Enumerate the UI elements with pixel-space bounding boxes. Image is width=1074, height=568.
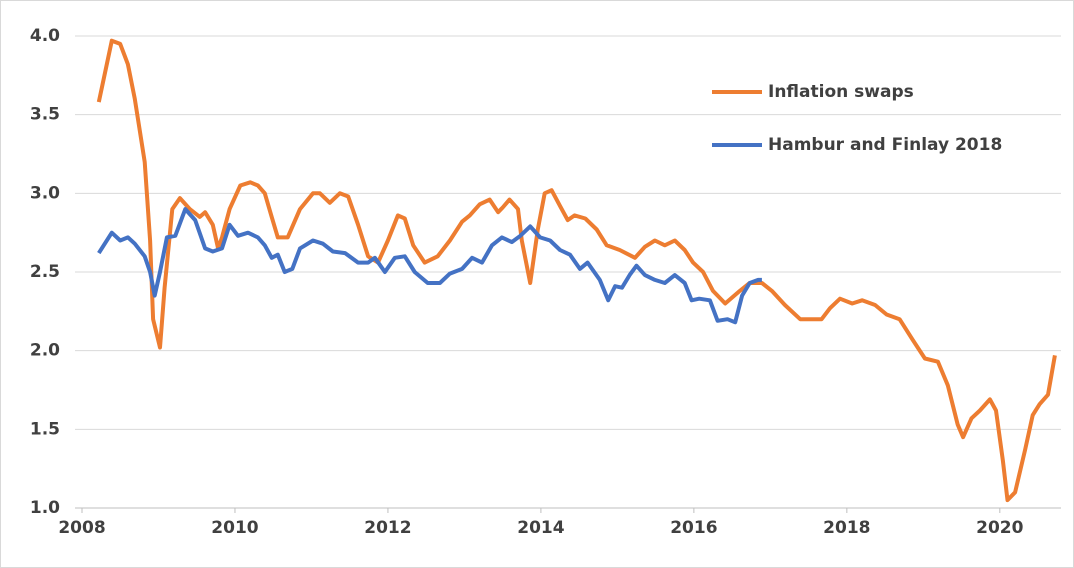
x-tick-label: 2014 bbox=[517, 518, 564, 538]
x-tick-label: 2012 bbox=[364, 518, 411, 538]
y-tick-label: 1.0 bbox=[30, 498, 60, 518]
legend-label: Inflation swaps bbox=[768, 82, 914, 102]
legend-label: Hambur and Finlay 2018 bbox=[768, 135, 1002, 155]
series-line bbox=[96, 38, 1057, 503]
y-tick-label: 3.0 bbox=[30, 183, 60, 203]
x-tick-label: 2010 bbox=[211, 518, 258, 538]
x-tick-label: 2016 bbox=[670, 518, 717, 538]
y-tick-label: 3.5 bbox=[30, 105, 60, 125]
y-tick-label: 2.0 bbox=[30, 341, 60, 361]
series-line bbox=[97, 207, 762, 325]
x-tick-label: 2020 bbox=[976, 518, 1023, 538]
y-tick-label: 2.5 bbox=[30, 262, 60, 282]
y-tick-label: 1.5 bbox=[30, 419, 60, 439]
x-tick-label: 2018 bbox=[823, 518, 870, 538]
y-tick-label: 4.0 bbox=[30, 26, 60, 46]
x-tick-label: 2008 bbox=[58, 518, 105, 538]
